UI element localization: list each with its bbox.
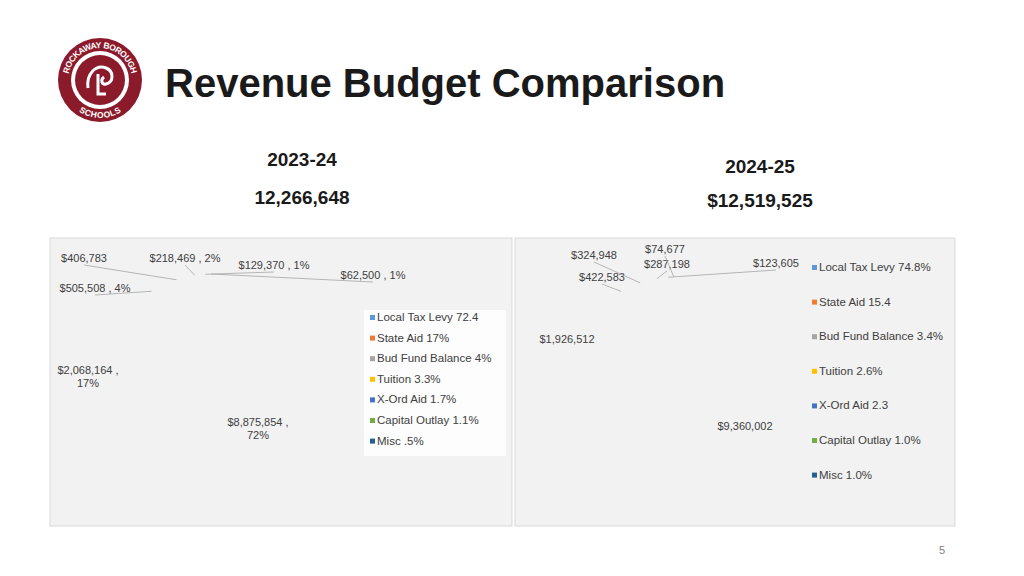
leader-line: [657, 271, 667, 279]
logo-ram: [88, 67, 112, 94]
legend-swatch: [812, 265, 817, 270]
chart: 2023-24 12,266,648 $8,875,854 ,72% $2,068,1…: [50, 149, 512, 526]
logo: ROCKAWAY BOROUGH SCHOOLS: [58, 38, 142, 122]
chart-subtitle: $12,519,525: [707, 190, 813, 211]
legend-swatch: [370, 418, 375, 423]
legend-swatch: [370, 397, 375, 402]
data-label: $406,783: [61, 252, 107, 264]
legend-entry: Bud Fund Balance 4%: [377, 352, 491, 364]
data-label: $324,948: [571, 249, 617, 261]
slide-title: Revenue Budget Comparison: [165, 61, 725, 105]
data-label: $2,068,164 ,17%: [57, 364, 118, 389]
legend-entry: Capital Outlay 1.0%: [819, 434, 921, 446]
leader-line: [594, 262, 640, 283]
leader-line: [602, 284, 621, 291]
logo-core: [75, 55, 125, 105]
logo-inner: [71, 51, 129, 109]
legend-swatch: [812, 473, 817, 478]
logo-outer: [58, 38, 142, 122]
leader-line: [185, 265, 195, 275]
page-number: 5: [939, 544, 945, 556]
legend-entry: X-Ord Aid 1.7%: [377, 393, 456, 405]
legend-swatch: [812, 438, 817, 443]
data-label: $505,508 , 4%: [60, 282, 131, 294]
legend-swatch: [370, 336, 375, 341]
legend-swatch: [370, 315, 375, 320]
leader-line: [665, 256, 674, 277]
legend: Local Tax Levy 74.8% State Aid 15.4 Bud Fu…: [812, 261, 943, 481]
data-label: $9,360,002: [717, 420, 772, 432]
chart-title: 2024-25: [725, 156, 795, 177]
legend-entry: X-Ord Aid 2.3: [819, 399, 888, 411]
legend-swatch: [812, 403, 817, 408]
chart-panel: [50, 238, 512, 526]
chart: 2024-25$12,519,525$9,360,002$1,926,512$4…: [515, 156, 955, 526]
data-label: $62,500 , 1%: [341, 269, 406, 281]
data-label: $74,677: [645, 243, 685, 255]
data-label: $8,875,854 ,72%: [227, 416, 288, 441]
data-label: $123,605: [753, 257, 799, 269]
data-label: $129,370 , 1%: [239, 259, 310, 271]
legend-swatch: [370, 439, 375, 444]
legend-swatch: [812, 334, 817, 339]
legend-entry: Capital Outlay 1.1%: [377, 414, 479, 426]
chart-subtitle: 12,266,648: [254, 187, 349, 208]
legend-entry: Local Tax Levy 74.8%: [819, 261, 931, 273]
data-labels: $8,875,854 ,72% $2,068,164 ,17% $505,508 ,…: [57, 252, 405, 441]
leader-line: [668, 270, 776, 277]
slide: ROCKAWAY BOROUGH SCHOOLS Revenue Budget Co…: [0, 0, 1024, 576]
legend-entry: State Aid 15.4: [819, 296, 891, 308]
data-labels: $9,360,002$1,926,512$422,583$324,948$287…: [539, 243, 798, 432]
legend-entry: Tuition 3.3%: [377, 373, 441, 385]
chart-panel: [515, 238, 955, 526]
legend: Local Tax Levy 72.4 State Aid 17% Bud Fund…: [364, 310, 506, 456]
legend-entry: State Aid 17%: [377, 332, 449, 344]
data-label: $218,469 , 2%: [150, 252, 221, 264]
legend-entry: Misc .5%: [377, 435, 424, 447]
chart-title: 2023-24: [267, 149, 337, 170]
legend-swatch: [370, 377, 375, 382]
legend-entry: Local Tax Levy 72.4: [377, 311, 479, 323]
legend-swatch: [370, 356, 375, 361]
legend-entry: Bud Fund Balance 3.4%: [819, 330, 943, 342]
legend-box: [364, 310, 506, 456]
logo-text: ROCKAWAY BOROUGH: [61, 40, 140, 75]
data-label: $1,926,512: [539, 333, 594, 345]
legend-entry: Misc 1.0%: [819, 469, 872, 481]
logo-text: SCHOOLS: [78, 104, 123, 120]
leader-line: [84, 265, 177, 280]
legend-swatch: [812, 369, 817, 374]
legend-swatch: [812, 300, 817, 305]
legend-entry: Tuition 2.6%: [819, 365, 883, 377]
